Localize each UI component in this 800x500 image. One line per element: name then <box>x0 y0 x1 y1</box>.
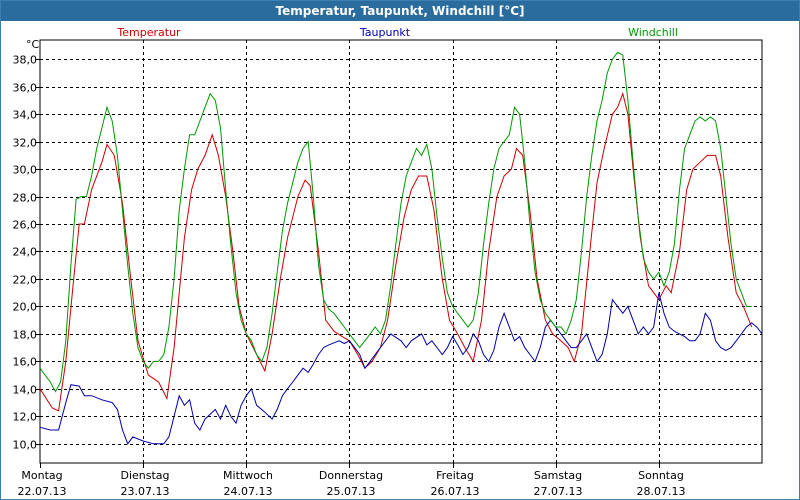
y-tick-label: 12,0 <box>13 411 38 424</box>
x-tick-label-date: 22.07.13 <box>18 485 67 498</box>
x-tick-label-date: 27.07.13 <box>534 485 583 498</box>
x-axis: Montag 22.07.13 Dienstag 23.07.13 Mittwoch 24… <box>18 463 686 498</box>
x-tick-label-weekday: Freitag <box>436 469 474 482</box>
y-tick-label: 16,0 <box>13 356 38 369</box>
y-tick-label: 38,0 <box>13 54 38 67</box>
y-tick-label: 10,0 <box>13 439 38 452</box>
x-tick-label-weekday: Montag <box>21 469 62 482</box>
y-tick-label: 28,0 <box>13 192 38 205</box>
line-chart: 10,0 12,0 14,0 16,0 18,0 20,0 22,0 24,0 26,0 28,0… <box>13 26 763 498</box>
legend-label-temperatur: Temperatur <box>116 26 181 39</box>
y-tick-label: 36,0 <box>13 82 38 95</box>
grid-lines <box>40 40 762 463</box>
x-tick-label-weekday: Dienstag <box>120 469 169 482</box>
x-tick-label-weekday: Mittwoch <box>223 469 273 482</box>
x-tick-label-date: 23.07.13 <box>121 485 170 498</box>
series-lines <box>39 51 763 445</box>
x-tick-label-weekday: Donnerstag <box>319 469 383 482</box>
y-tick-label: 20,0 <box>13 301 38 314</box>
y-tick-label: 22,0 <box>13 274 38 287</box>
x-tick-label-weekday: Sonntag <box>638 469 684 482</box>
series-line-taupunkt <box>39 292 763 445</box>
window-title: Temperatur, Taupunkt, Windchill [°C] <box>1 1 799 21</box>
x-tick-label-weekday: Samstag <box>534 469 582 482</box>
y-axis-unit-label: °C <box>26 38 40 51</box>
x-tick-label-date: 24.07.13 <box>224 485 273 498</box>
y-tick-label: 18,0 <box>13 329 38 342</box>
y-tick-label: 24,0 <box>13 246 38 259</box>
x-tick-label-date: 25.07.13 <box>327 485 376 498</box>
y-tick-label: 34,0 <box>13 109 38 122</box>
x-tick-label-date: 26.07.13 <box>431 485 480 498</box>
legend: Temperatur Taupunkt Windchill <box>116 26 678 39</box>
y-tick-label: 26,0 <box>13 219 38 232</box>
series-line-windchill <box>39 51 752 393</box>
y-tick-label: 32,0 <box>13 137 38 150</box>
y-axis: 10,0 12,0 14,0 16,0 18,0 20,0 22,0 24,0 26,0 28,0… <box>13 54 40 452</box>
y-tick-label: 14,0 <box>13 384 38 397</box>
legend-label-windchill: Windchill <box>628 26 678 39</box>
legend-label-taupunkt: Taupunkt <box>359 26 411 39</box>
x-tick-label-date: 28.07.13 <box>637 485 686 498</box>
y-tick-label: 30,0 <box>13 164 38 177</box>
